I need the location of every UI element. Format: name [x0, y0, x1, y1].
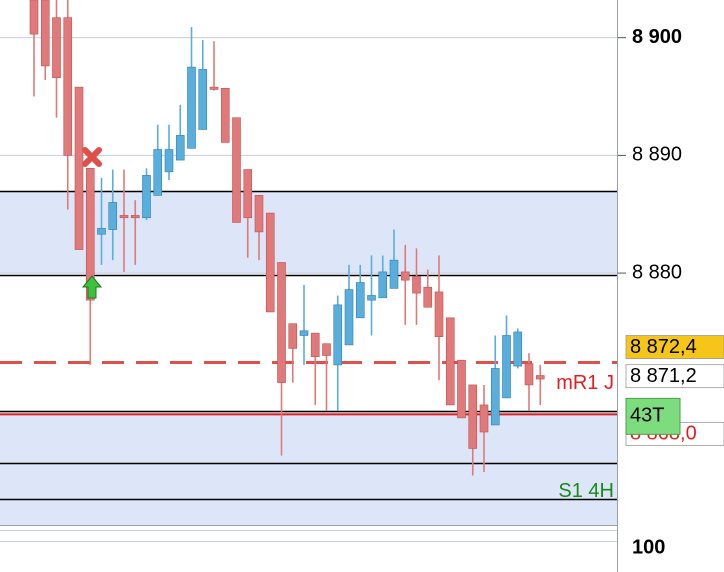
- zone: [0, 410, 617, 525]
- price-label-box: [625, 364, 724, 389]
- y-tick-label: 8 890: [632, 144, 682, 166]
- candle-body: [85, 168, 95, 301]
- buy-marker: [81, 275, 103, 299]
- candle-body: [288, 323, 298, 349]
- candle-body: [434, 291, 444, 337]
- candle-body: [74, 86, 84, 250]
- lower-panel: [0, 526, 617, 572]
- candle-body: [52, 17, 61, 78]
- candle-body: [63, 17, 73, 156]
- candle-body: [389, 259, 399, 289]
- candle-body: [243, 169, 253, 219]
- candle-body: [187, 66, 196, 149]
- candle-body: [322, 343, 331, 356]
- y-tick-label: 8 880: [632, 261, 682, 283]
- annotation: S1 4H: [558, 480, 614, 502]
- price-label: 8 871,2: [630, 365, 697, 387]
- candle-body: [423, 286, 433, 308]
- candle-body: [209, 86, 219, 90]
- candle-body: [513, 331, 523, 367]
- price-label-box: [625, 335, 724, 359]
- candle-body: [535, 375, 545, 380]
- candle-body: [119, 215, 129, 219]
- candle-body: [29, 0, 39, 35]
- tag-box: [625, 397, 681, 435]
- candle-body: [175, 135, 185, 161]
- candle-body: [142, 175, 151, 219]
- candle-body: [40, 0, 50, 67]
- candle-body: [277, 262, 286, 383]
- candle-body: [130, 215, 140, 219]
- candle-body: [220, 87, 230, 143]
- candle-body: [445, 317, 455, 406]
- sell-marker: [82, 147, 102, 167]
- candle-body: [97, 228, 106, 235]
- candle-body: [479, 404, 489, 433]
- candle-body: [153, 149, 163, 196]
- candle-body: [164, 149, 174, 173]
- candle-body: [198, 69, 208, 130]
- candle-body: [310, 332, 320, 357]
- candle-body: [344, 289, 354, 346]
- candle-body: [457, 359, 466, 419]
- candle-body: [502, 335, 511, 399]
- candle-body: [367, 295, 376, 301]
- candle-body: [232, 117, 241, 223]
- candle-body: [524, 363, 534, 386]
- candle-body: [265, 212, 275, 313]
- lower-tick-label: 100: [632, 536, 665, 558]
- y-tick-label: 8 900: [632, 26, 682, 48]
- candle-body: [355, 282, 365, 319]
- candle-body: [400, 271, 410, 281]
- candle-body: [468, 384, 478, 449]
- candle-body: [490, 368, 500, 426]
- candle-body: [299, 330, 309, 336]
- tag-label: 43T: [630, 405, 664, 427]
- candle-body: [333, 304, 343, 366]
- price-label: 8 872,4: [630, 336, 697, 358]
- candle-body: [254, 195, 264, 233]
- candle-body: [412, 276, 421, 294]
- candle-body: [108, 202, 118, 230]
- annotation: mR1 J: [556, 372, 614, 394]
- candle-body: [378, 271, 388, 299]
